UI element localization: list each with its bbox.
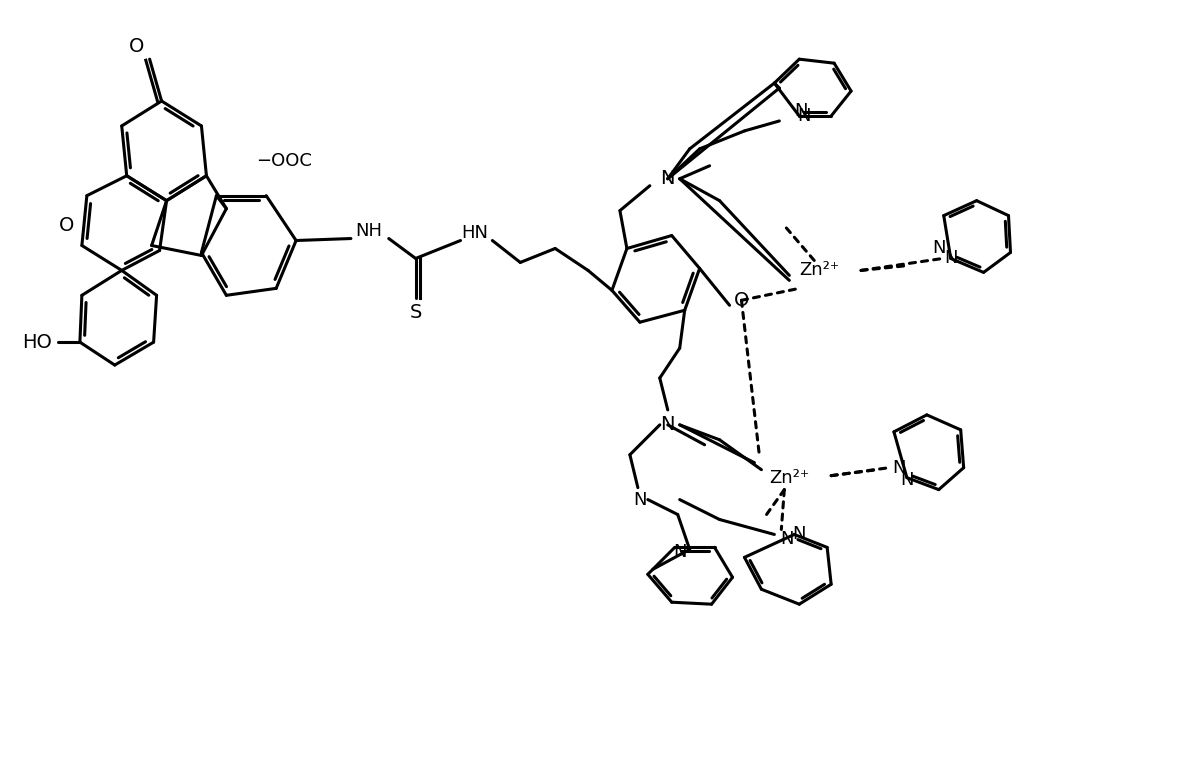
Text: N: N: [633, 491, 646, 509]
Text: −OOC: −OOC: [256, 152, 312, 170]
Text: N: N: [673, 543, 686, 561]
Text: NH: NH: [356, 222, 382, 239]
Text: N: N: [780, 531, 794, 548]
Text: Zn²⁺: Zn²⁺: [800, 262, 839, 279]
Text: O: O: [59, 216, 74, 235]
Text: N: N: [944, 249, 958, 268]
Text: Zn²⁺: Zn²⁺: [770, 469, 809, 486]
Text: N: N: [661, 170, 675, 188]
Text: N: N: [892, 459, 906, 477]
Text: N: N: [795, 102, 808, 120]
Text: N: N: [661, 416, 675, 434]
Text: HN: HN: [461, 223, 488, 242]
Text: N: N: [932, 239, 946, 258]
Text: N: N: [900, 471, 913, 489]
Text: O: O: [734, 291, 749, 310]
Text: N: N: [792, 525, 806, 544]
Text: S: S: [409, 303, 421, 322]
Text: HO: HO: [22, 333, 51, 351]
Text: N: N: [797, 107, 812, 125]
Text: O: O: [129, 37, 145, 56]
